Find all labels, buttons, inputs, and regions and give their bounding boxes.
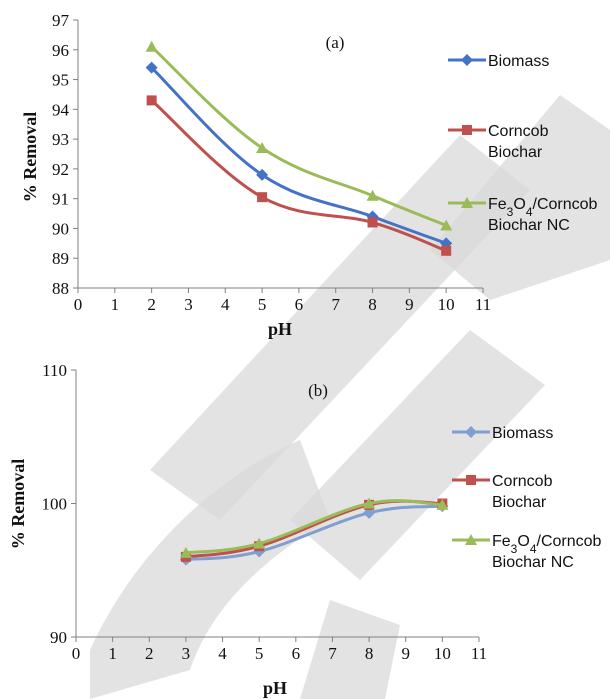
x-tick-label: 6 bbox=[292, 644, 301, 663]
series-2 bbox=[146, 95, 452, 256]
x-tick-label: 11 bbox=[475, 295, 491, 314]
series-3 bbox=[179, 497, 449, 558]
data-point bbox=[440, 219, 453, 231]
x-tick-label: 10 bbox=[438, 295, 455, 314]
legend-label-line2: Biochar bbox=[492, 494, 547, 511]
y-tick-label: 89 bbox=[52, 249, 69, 268]
x-tick-label: 5 bbox=[258, 295, 267, 314]
legend-swatch-marker bbox=[465, 534, 477, 545]
data-point bbox=[256, 142, 269, 154]
chart-a-legend: Biomass Corncob Biochar Fe3O4/CorncobBiocha… bbox=[448, 53, 598, 234]
chart-b-legend: Biomass Corncob Biochar Fe3O4/CorncobBiocha… bbox=[452, 425, 602, 571]
y-tick-label: 100 bbox=[42, 495, 68, 514]
data-point bbox=[256, 168, 269, 181]
legend-item-2: Corncob Biochar bbox=[452, 473, 553, 511]
x-tick-label: 8 bbox=[365, 644, 374, 663]
legend-swatch-marker bbox=[461, 54, 473, 66]
x-tick-label: 6 bbox=[295, 295, 304, 314]
chart-b-panel-label: (b) bbox=[308, 381, 328, 400]
x-tick-label: 10 bbox=[434, 644, 451, 663]
data-point bbox=[145, 61, 158, 74]
watermark bbox=[90, 95, 610, 699]
legend-label-line2: Biochar bbox=[488, 144, 543, 161]
y-tick-label: 90 bbox=[50, 628, 67, 647]
data-point bbox=[436, 498, 449, 510]
legend-label: Corncob bbox=[488, 123, 549, 140]
series-1 bbox=[145, 61, 453, 250]
data-point bbox=[146, 95, 157, 106]
legend-swatch-marker bbox=[466, 475, 476, 485]
y-tick-label: 110 bbox=[42, 361, 67, 380]
y-tick-label: 95 bbox=[52, 71, 69, 90]
x-tick-label: 5 bbox=[255, 644, 264, 663]
y-tick-label: 96 bbox=[52, 41, 69, 60]
y-tick-label: 92 bbox=[52, 160, 69, 179]
legend-label-line2: Biochar NC bbox=[492, 554, 574, 571]
data-point bbox=[253, 537, 266, 549]
chart-a-series bbox=[145, 40, 453, 256]
data-point bbox=[179, 546, 192, 558]
data-point bbox=[145, 40, 158, 52]
data-point bbox=[257, 192, 268, 203]
chart-b-series bbox=[179, 497, 449, 566]
series-3 bbox=[145, 40, 453, 231]
data-point bbox=[441, 245, 452, 256]
x-tick-label: 2 bbox=[145, 644, 154, 663]
chart-b-x-axis-title: pH bbox=[263, 678, 287, 698]
legend-label-line2: Biochar NC bbox=[488, 217, 570, 234]
legend-label: Biomass bbox=[488, 53, 549, 70]
legend-item-1: Biomass bbox=[448, 53, 549, 70]
data-point bbox=[363, 497, 376, 509]
chart-a-panel-label: (a) bbox=[326, 33, 345, 52]
legend-label: Fe3O4/Corncob bbox=[488, 196, 598, 219]
chart-a-y-axis-title: % Removal bbox=[20, 112, 40, 202]
series-line bbox=[150, 66, 447, 245]
legend-swatch-marker bbox=[461, 197, 473, 208]
x-tick-label: 0 bbox=[74, 295, 83, 314]
legend-item-1: Biomass bbox=[452, 425, 553, 442]
x-tick-label: 1 bbox=[111, 295, 120, 314]
x-tick-label: 11 bbox=[471, 644, 487, 663]
legend-swatch-marker bbox=[462, 125, 472, 135]
x-tick-label: 1 bbox=[108, 644, 117, 663]
legend-label: Fe3O4/Corncob bbox=[492, 533, 602, 556]
series-line bbox=[150, 99, 447, 253]
chart-a-x-axis-title: pH bbox=[268, 319, 292, 339]
x-tick-label: 4 bbox=[218, 644, 227, 663]
y-tick-label: 93 bbox=[52, 130, 69, 149]
x-tick-label: 3 bbox=[184, 295, 193, 314]
legend-label: Corncob bbox=[492, 473, 553, 490]
series-line bbox=[150, 45, 447, 227]
chart-b-y-axis-title: % Removal bbox=[8, 459, 28, 549]
y-tick-label: 88 bbox=[52, 279, 69, 298]
x-tick-label: 3 bbox=[182, 644, 191, 663]
x-tick-label: 8 bbox=[368, 295, 377, 314]
data-point bbox=[367, 217, 378, 228]
series-line bbox=[185, 499, 443, 555]
legend-item-2: Corncob Biochar bbox=[448, 123, 549, 161]
x-tick-label: 2 bbox=[147, 295, 156, 314]
series-line bbox=[185, 504, 443, 562]
legend-swatch-marker bbox=[465, 426, 477, 438]
x-tick-label: 9 bbox=[401, 644, 410, 663]
x-tick-label: 7 bbox=[331, 295, 340, 314]
x-tick-label: 7 bbox=[328, 644, 337, 663]
y-tick-label: 97 bbox=[52, 11, 70, 30]
y-tick-label: 94 bbox=[52, 100, 70, 119]
x-tick-label: 4 bbox=[221, 295, 230, 314]
y-tick-label: 90 bbox=[52, 219, 69, 238]
x-tick-label: 0 bbox=[72, 644, 81, 663]
x-tick-label: 9 bbox=[405, 295, 414, 314]
y-tick-label: 91 bbox=[52, 190, 69, 209]
legend-label: Biomass bbox=[492, 425, 553, 442]
chart-b-axes: 90 100 110 0 1 2 3 4 5 6 7 8 9 10 11 bbox=[42, 361, 488, 663]
data-point bbox=[366, 189, 379, 201]
data-point bbox=[363, 506, 376, 519]
